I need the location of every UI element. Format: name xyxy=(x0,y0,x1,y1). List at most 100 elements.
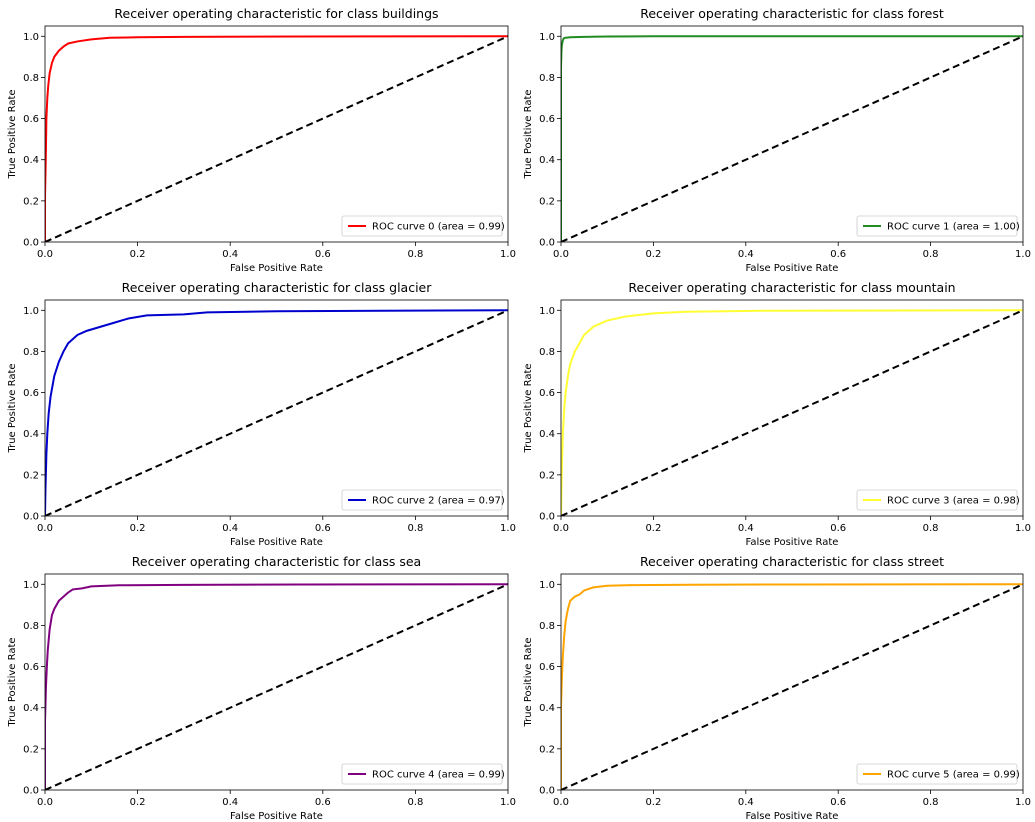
legend-box xyxy=(341,215,503,237)
x-tick-label: 0.4 xyxy=(222,523,238,534)
x-tick-label: 0.4 xyxy=(738,797,754,808)
y-tick-label: 0.2 xyxy=(539,196,555,207)
y-axis-label: True Positive Rate xyxy=(7,637,18,727)
x-axis-label: False Positive Rate xyxy=(746,811,839,822)
y-tick-label: 0.0 xyxy=(539,786,555,797)
x-tick-label: 0.0 xyxy=(553,523,569,534)
x-tick-label: 0.6 xyxy=(830,523,846,534)
plot-frame xyxy=(44,573,509,791)
x-tick-label: 0.6 xyxy=(830,797,846,808)
x-tick-label: 0.6 xyxy=(830,249,846,260)
x-axis-label: False Positive Rate xyxy=(230,263,323,274)
legend: ROC curve 3 (area = 0.98) xyxy=(856,489,1020,511)
roc-curve-line xyxy=(561,583,1023,790)
roc-panel-4: Receiver operating characteristic for cl… xyxy=(7,554,516,822)
y-tick-label: 0.4 xyxy=(23,155,39,166)
chart-title: Receiver operating characteristic for cl… xyxy=(628,280,955,295)
chance-diagonal-line xyxy=(561,35,1023,242)
y-axis-label: True Positive Rate xyxy=(7,363,18,453)
y-tick-label: 0.8 xyxy=(539,621,555,632)
legend-box xyxy=(856,763,1018,785)
y-tick-label: 0.8 xyxy=(539,73,555,84)
x-tick-label: 0.4 xyxy=(222,797,238,808)
y-axis-label: True Positive Rate xyxy=(7,89,18,179)
y-tick-label: 1.0 xyxy=(23,32,39,43)
roc-panel-5: Receiver operating characteristic for cl… xyxy=(523,554,1031,822)
roc-panel-2: Receiver operating characteristic for cl… xyxy=(7,280,516,548)
legend-box xyxy=(341,489,503,511)
y-tick-label: 1.0 xyxy=(23,306,39,317)
y-tick-label: 0.4 xyxy=(539,429,555,440)
legend: ROC curve 2 (area = 0.97) xyxy=(341,489,505,511)
y-tick-label: 0.0 xyxy=(23,512,39,523)
legend-box xyxy=(341,763,503,785)
y-tick-label: 0.0 xyxy=(539,512,555,523)
x-axis-label: False Positive Rate xyxy=(746,263,839,274)
x-tick-label: 0.2 xyxy=(130,249,146,260)
y-tick-label: 0.6 xyxy=(23,662,39,673)
plot-frame xyxy=(560,25,1024,243)
chart-title: Receiver operating characteristic for cl… xyxy=(640,6,944,21)
y-axis-label: True Positive Rate xyxy=(523,363,534,453)
x-tick-label: 0.2 xyxy=(645,797,661,808)
legend: ROC curve 4 (area = 0.99) xyxy=(341,763,505,785)
chart-title: Receiver operating characteristic for cl… xyxy=(114,6,438,21)
roc-panel-3: Receiver operating characteristic for cl… xyxy=(523,280,1031,548)
x-tick-label: 0.0 xyxy=(37,249,53,260)
x-tick-label: 0.4 xyxy=(738,523,754,534)
x-tick-label: 0.2 xyxy=(645,249,661,260)
y-tick-label: 0.4 xyxy=(23,429,39,440)
y-tick-label: 0.2 xyxy=(539,744,555,755)
roc-panel-0: Receiver operating characteristic for cl… xyxy=(7,6,516,274)
x-tick-label: 0.4 xyxy=(222,249,238,260)
x-tick-label: 1.0 xyxy=(1015,523,1031,534)
y-axis-label: True Positive Rate xyxy=(523,637,534,727)
plot-frame xyxy=(560,573,1024,791)
y-tick-label: 0.0 xyxy=(23,786,39,797)
x-tick-label: 0.0 xyxy=(37,523,53,534)
x-axis-label: False Positive Rate xyxy=(230,537,323,548)
roc-curve-line xyxy=(45,35,508,242)
x-axis-label: False Positive Rate xyxy=(746,537,839,548)
y-tick-label: 0.8 xyxy=(23,621,39,632)
x-tick-label: 1.0 xyxy=(500,797,516,808)
legend-box xyxy=(856,489,1018,511)
chance-diagonal-line xyxy=(45,35,508,242)
roc-curve-line xyxy=(561,309,1023,516)
chance-diagonal-line xyxy=(45,309,508,516)
chart-title: Receiver operating characteristic for cl… xyxy=(122,280,433,295)
y-tick-label: 0.0 xyxy=(539,238,555,249)
y-tick-label: 1.0 xyxy=(23,580,39,591)
y-tick-label: 0.2 xyxy=(23,196,39,207)
y-axis-label: True Positive Rate xyxy=(523,89,534,179)
roc-curve-line xyxy=(45,309,508,516)
x-tick-label: 1.0 xyxy=(1015,249,1031,260)
y-tick-label: 0.6 xyxy=(539,388,555,399)
x-tick-label: 0.6 xyxy=(315,797,331,808)
y-tick-label: 0.4 xyxy=(539,703,555,714)
y-tick-label: 0.2 xyxy=(539,470,555,481)
chart-title: Receiver operating characteristic for cl… xyxy=(640,554,944,569)
y-tick-label: 0.6 xyxy=(539,114,555,125)
y-tick-label: 0.8 xyxy=(539,347,555,358)
legend-box xyxy=(856,215,1018,237)
x-tick-label: 1.0 xyxy=(500,249,516,260)
x-axis-label: False Positive Rate xyxy=(230,811,323,822)
y-tick-label: 0.8 xyxy=(23,347,39,358)
y-tick-label: 0.0 xyxy=(23,238,39,249)
y-tick-label: 0.2 xyxy=(23,470,39,481)
legend: ROC curve 1 (area = 1.00) xyxy=(856,215,1020,237)
x-tick-label: 0.0 xyxy=(553,797,569,808)
legend-label: ROC curve 5 (area = 0.99) xyxy=(887,770,1020,781)
x-tick-label: 0.8 xyxy=(923,797,939,808)
chance-diagonal-line xyxy=(561,309,1023,516)
x-tick-label: 0.6 xyxy=(315,523,331,534)
legend: ROC curve 5 (area = 0.99) xyxy=(856,763,1020,785)
plot-frame xyxy=(560,299,1024,517)
x-tick-label: 0.2 xyxy=(130,523,146,534)
x-tick-label: 0.8 xyxy=(923,523,939,534)
y-tick-label: 0.2 xyxy=(23,744,39,755)
x-tick-label: 0.4 xyxy=(738,249,754,260)
x-tick-label: 0.0 xyxy=(553,249,569,260)
